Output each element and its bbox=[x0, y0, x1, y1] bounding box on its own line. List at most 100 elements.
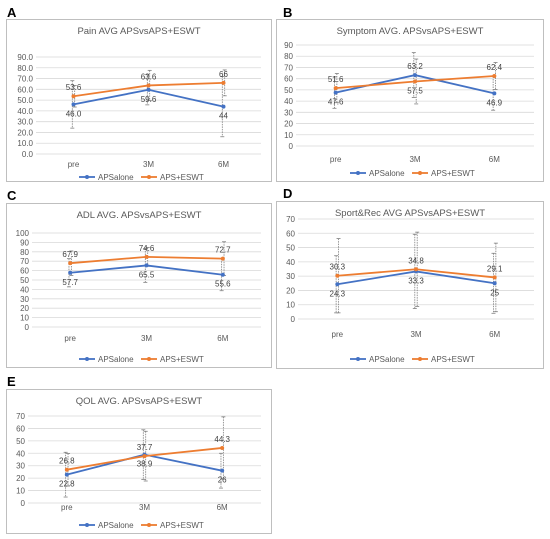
legend-label: APS+ESWT bbox=[160, 173, 204, 182]
x-tick-label: 6M bbox=[489, 155, 500, 164]
y-tick-label: 40 bbox=[286, 258, 295, 267]
y-tick-label: 50 bbox=[286, 244, 295, 253]
chart-frame bbox=[6, 203, 272, 368]
legend-marker bbox=[85, 357, 89, 361]
legend-label: APS+ESWT bbox=[160, 521, 204, 530]
data-label: 46.9 bbox=[487, 98, 503, 107]
y-tick-label: 90 bbox=[284, 41, 293, 50]
data-point bbox=[220, 468, 225, 473]
data-label: 66 bbox=[219, 70, 228, 79]
legend-marker bbox=[147, 175, 151, 179]
data-label: 30.3 bbox=[330, 263, 346, 272]
pain-chart: Pain AVG APSvsAPS+ESWT 0.0 10.0 20.030.0 40.… bbox=[6, 19, 272, 182]
data-label: 53.6 bbox=[66, 83, 82, 92]
data-point bbox=[492, 275, 497, 280]
y-tick-label: 70 bbox=[20, 257, 29, 266]
legend-label: APSalone bbox=[98, 173, 134, 182]
data-point bbox=[492, 91, 497, 96]
legend-label: APS+ESWT bbox=[431, 169, 475, 178]
legend-marker bbox=[418, 171, 422, 175]
data-label: 63.2 bbox=[407, 62, 423, 71]
data-label: 57.7 bbox=[62, 278, 78, 287]
data-point bbox=[220, 272, 225, 277]
panel-letter-e: E bbox=[7, 374, 16, 389]
data-point bbox=[413, 79, 417, 84]
y-tick-label: 40 bbox=[16, 449, 25, 458]
chart-title: Pain AVG APSvsAPS+ESWT bbox=[77, 26, 200, 37]
data-label: 34.8 bbox=[408, 256, 424, 265]
y-tick-label: 70 bbox=[16, 412, 25, 421]
x-tick-label: pre bbox=[64, 334, 76, 343]
data-point bbox=[492, 281, 497, 286]
y-tick-label: 100 bbox=[16, 229, 30, 238]
data-label: 22.8 bbox=[59, 480, 75, 489]
y-tick-label: 10.0 bbox=[17, 139, 33, 148]
legend-marker bbox=[85, 175, 89, 179]
y-tick-label: 60.0 bbox=[17, 85, 33, 94]
y-tick-label: 20 bbox=[20, 304, 29, 313]
chart-title: QOL AVG. APSvsAPS+ESWT bbox=[76, 396, 203, 407]
x-tick-label: 6M bbox=[218, 160, 229, 169]
data-label: 72.7 bbox=[215, 246, 231, 255]
data-label: 26 bbox=[218, 476, 227, 485]
x-tick-label: 3M bbox=[410, 330, 421, 339]
panel-letter-d: D bbox=[283, 186, 293, 201]
panel-letter-b: B bbox=[283, 5, 293, 20]
y-tick-label: 70 bbox=[284, 63, 293, 72]
y-tick-label: 90 bbox=[20, 238, 29, 247]
data-label: 46.0 bbox=[66, 109, 82, 118]
data-point bbox=[64, 472, 69, 477]
legend-label: APSalone bbox=[98, 355, 134, 364]
chart-frame bbox=[276, 201, 544, 369]
chart-title: Symptom AVG. APSvsAPS+ESWT bbox=[337, 26, 484, 37]
y-tick-label: 60 bbox=[286, 229, 295, 238]
data-point bbox=[335, 282, 340, 287]
data-label: 67.9 bbox=[62, 250, 78, 259]
y-tick-label: 40 bbox=[20, 285, 29, 294]
y-tick-label: 30 bbox=[284, 108, 293, 117]
y-tick-label: 20 bbox=[286, 286, 295, 295]
legend-marker bbox=[356, 357, 360, 361]
chart-frame bbox=[276, 19, 544, 182]
panel-letter-a: A bbox=[7, 5, 17, 20]
data-point bbox=[71, 94, 76, 99]
data-point bbox=[68, 261, 73, 266]
data-point bbox=[492, 73, 497, 78]
y-tick-label: 90.0 bbox=[17, 53, 33, 62]
y-tick-label: 0 bbox=[25, 323, 30, 332]
data-label: 57.5 bbox=[407, 86, 423, 95]
chart-title: Sport&Rec AVG APSvsAPS+ESWT bbox=[335, 208, 485, 219]
data-point bbox=[333, 90, 338, 95]
y-tick-label: 10 bbox=[286, 301, 295, 310]
y-tick-label: 50.0 bbox=[17, 96, 33, 105]
legend-label: APS+ESWT bbox=[431, 355, 475, 364]
data-point bbox=[144, 254, 149, 259]
y-tick-label: 40.0 bbox=[17, 107, 33, 116]
y-tick-label: 10 bbox=[284, 131, 293, 140]
y-tick-label: 0 bbox=[291, 315, 296, 324]
legend-label: APSalone bbox=[369, 355, 405, 364]
y-tick-label: 0.0 bbox=[22, 150, 34, 159]
x-tick-label: 6M bbox=[217, 503, 228, 512]
data-label: 74.6 bbox=[139, 244, 155, 253]
y-tick-label: 60 bbox=[284, 75, 293, 84]
y-tick-label: 20 bbox=[16, 474, 25, 483]
y-tick-label: 0 bbox=[289, 142, 294, 151]
data-label: 44 bbox=[219, 112, 228, 121]
data-label: 65.5 bbox=[139, 270, 155, 279]
sport-rec-chart: Sport&Rec AVG APSvsAPS+ESWT 0 10 20 30 40 50 60… bbox=[276, 201, 544, 369]
data-point bbox=[142, 454, 147, 459]
data-point bbox=[220, 445, 225, 450]
data-label: 29.1 bbox=[487, 264, 503, 273]
qol-chart: QOL AVG. APSvsAPS+ESWT 0 10 20 30 40 50 60 70 pre… bbox=[6, 389, 272, 534]
x-tick-label: pre bbox=[61, 503, 73, 512]
y-tick-label: 30 bbox=[16, 462, 25, 471]
data-label: 24.3 bbox=[330, 289, 346, 298]
data-point bbox=[68, 270, 73, 275]
data-point bbox=[144, 263, 149, 268]
legend-marker bbox=[85, 523, 89, 527]
data-point bbox=[146, 87, 151, 92]
adl-chart: ADL AVG. APSvsAPS+ESWT 010203040506070809… bbox=[6, 203, 272, 368]
y-tick-label: 30 bbox=[20, 295, 29, 304]
data-point bbox=[414, 267, 418, 272]
